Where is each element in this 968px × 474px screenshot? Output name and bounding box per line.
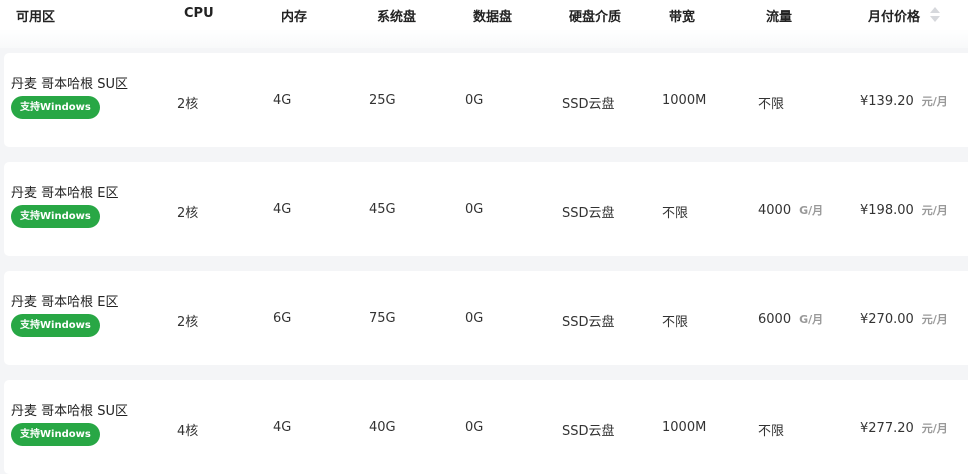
traffic-unit: G/月 <box>799 313 824 326</box>
traffic-value: 不限 <box>758 424 785 439</box>
header-system-disk: 系统盘 <box>377 10 417 25</box>
memory-cell: 4G <box>273 420 292 435</box>
header-data-disk: 数据盘 <box>473 10 513 25</box>
price-value: ¥139.20 <box>860 94 914 109</box>
bandwidth-cell: 1000M <box>662 420 707 435</box>
data-disk-cell: 0G <box>465 202 484 217</box>
table-row[interactable]: 丹麦 哥本哈根 SU区 支持Windows 4核 4G 40G 0G SSD云盘 1000M… <box>4 380 968 474</box>
disk-type-cell: SSD云盘 <box>562 315 615 330</box>
cpu-cell: 4核 <box>177 424 199 439</box>
zone-name: 丹麦 哥本哈根 SU区 <box>11 77 129 92</box>
traffic-unit: G/月 <box>799 204 824 217</box>
windows-badge: 支持Windows <box>11 423 100 446</box>
traffic-value: 6000 <box>758 312 792 327</box>
bandwidth-cell: 不限 <box>662 315 689 330</box>
price-unit: 元/月 <box>921 422 948 435</box>
data-disk-cell: 0G <box>465 420 484 435</box>
windows-badge: 支持Windows <box>11 314 100 337</box>
price-value: ¥277.20 <box>860 421 914 436</box>
traffic-value: 不限 <box>758 97 785 112</box>
header-monthly-price[interactable]: 月付价格 <box>868 10 921 25</box>
disk-type-cell: SSD云盘 <box>562 424 615 439</box>
price-cell: ¥277.20 元/月 <box>860 420 948 436</box>
system-disk-cell: 45G <box>369 202 396 217</box>
bandwidth-cell: 不限 <box>662 206 689 221</box>
cpu-cell: 2核 <box>177 97 199 112</box>
table-row[interactable]: 丹麦 哥本哈根 SU区 支持Windows 2核 4G 25G 0G SSD云盘 1000M… <box>4 53 968 147</box>
price-unit: 元/月 <box>921 204 948 217</box>
traffic-cell: 不限 <box>758 420 784 439</box>
windows-badge: 支持Windows <box>11 96 100 119</box>
memory-cell: 4G <box>273 202 292 217</box>
cpu-cell: 2核 <box>177 315 199 330</box>
cpu-cell: 2核 <box>177 206 199 221</box>
data-disk-cell: 0G <box>465 311 484 326</box>
table-row[interactable]: 丹麦 哥本哈根 E区 支持Windows 2核 6G 75G 0G SSD云盘 不限 6000… <box>4 271 968 365</box>
header-zone: 可用区 <box>16 10 56 25</box>
system-disk-cell: 40G <box>369 420 396 435</box>
memory-cell: 6G <box>273 311 292 326</box>
price-value: ¥270.00 <box>860 312 914 327</box>
disk-type-cell: SSD云盘 <box>562 97 615 112</box>
data-disk-cell: 0G <box>465 93 484 108</box>
traffic-value: 4000 <box>758 203 792 218</box>
zone-name: 丹麦 哥本哈根 E区 <box>11 186 119 201</box>
table-header: 可用区 CPU 内存 系统盘 数据盘 硬盘介质 带宽 流量 月付价格 <box>0 0 968 48</box>
price-value: ¥198.00 <box>860 203 914 218</box>
traffic-cell: 4000 G/月 <box>758 202 823 218</box>
header-bandwidth: 带宽 <box>669 10 696 25</box>
header-traffic: 流量 <box>766 10 793 25</box>
windows-badge: 支持Windows <box>11 205 100 228</box>
header-disk-type: 硬盘介质 <box>569 10 622 25</box>
header-memory: 内存 <box>281 10 308 25</box>
zone-name: 丹麦 哥本哈根 SU区 <box>11 404 129 419</box>
traffic-cell: 6000 G/月 <box>758 311 823 327</box>
system-disk-cell: 75G <box>369 311 396 326</box>
sort-icon[interactable] <box>930 6 940 24</box>
price-cell: ¥139.20 元/月 <box>860 93 948 109</box>
bandwidth-cell: 1000M <box>662 93 707 108</box>
price-unit: 元/月 <box>921 95 948 108</box>
price-cell: ¥198.00 元/月 <box>860 202 948 218</box>
price-unit: 元/月 <box>921 313 948 326</box>
traffic-cell: 不限 <box>758 93 784 112</box>
memory-cell: 4G <box>273 93 292 108</box>
price-cell: ¥270.00 元/月 <box>860 311 948 327</box>
table-row[interactable]: 丹麦 哥本哈根 E区 支持Windows 2核 4G 45G 0G SSD云盘 不限 4000… <box>4 162 968 256</box>
disk-type-cell: SSD云盘 <box>562 206 615 221</box>
system-disk-cell: 25G <box>369 93 396 108</box>
zone-name: 丹麦 哥本哈根 E区 <box>11 295 119 310</box>
header-cpu: CPU <box>184 6 214 21</box>
